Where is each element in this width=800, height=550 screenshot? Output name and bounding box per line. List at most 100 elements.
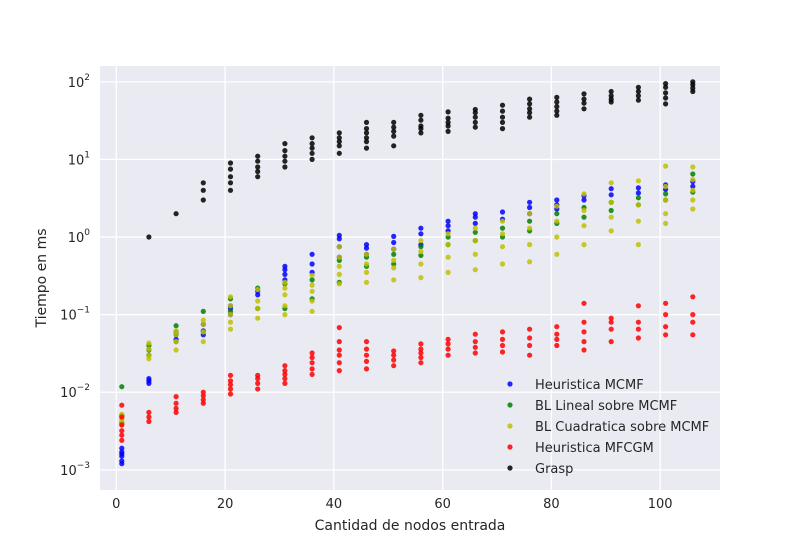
data-point <box>663 332 669 338</box>
data-point <box>445 341 451 347</box>
x-tick-label: 100 <box>648 497 673 512</box>
data-point <box>527 259 533 265</box>
data-point <box>336 244 342 250</box>
data-point <box>418 117 424 123</box>
data-point <box>663 81 669 87</box>
data-point <box>227 303 234 309</box>
data-point <box>581 329 587 335</box>
data-point <box>418 231 424 237</box>
data-point <box>363 346 370 352</box>
data-point <box>363 261 370 267</box>
data-point <box>581 223 587 229</box>
data-point <box>608 186 614 192</box>
data-point <box>227 174 234 180</box>
data-point <box>554 251 560 257</box>
data-point <box>554 218 560 224</box>
data-point <box>282 158 288 164</box>
data-point <box>445 352 451 358</box>
data-point <box>336 263 342 269</box>
data-point <box>200 389 206 395</box>
data-point <box>336 325 342 331</box>
data-point <box>282 164 288 170</box>
data-point <box>227 378 234 384</box>
data-point <box>255 386 261 392</box>
data-point <box>391 119 397 125</box>
x-tick-label: 80 <box>543 497 560 512</box>
data-point <box>527 225 533 231</box>
data-point <box>146 234 152 240</box>
data-point <box>554 99 560 105</box>
data-point <box>635 202 642 208</box>
data-point <box>690 79 696 85</box>
data-point <box>227 294 234 300</box>
data-point <box>499 329 506 335</box>
data-point <box>527 218 533 224</box>
data-point <box>309 366 315 372</box>
data-point <box>527 106 533 112</box>
data-point <box>581 100 587 106</box>
data-point <box>663 324 669 330</box>
data-point <box>363 145 370 151</box>
data-point <box>418 238 424 244</box>
data-point <box>363 130 370 136</box>
y-tick-label: 102 <box>68 73 90 91</box>
data-point <box>200 187 206 193</box>
data-point <box>418 346 424 352</box>
data-point <box>499 114 506 120</box>
data-point <box>282 371 288 377</box>
data-point <box>309 371 315 377</box>
data-point <box>200 393 206 399</box>
data-point <box>554 104 560 110</box>
data-point <box>227 319 234 325</box>
data-point <box>309 360 315 366</box>
data-point <box>282 153 288 159</box>
data-point <box>336 368 342 374</box>
data-point <box>255 158 261 164</box>
data-point <box>499 218 506 224</box>
data-point <box>608 214 614 220</box>
data-point <box>336 254 342 260</box>
x-tick-label: 40 <box>326 497 343 512</box>
data-point <box>309 350 315 356</box>
data-point <box>146 418 152 425</box>
data-point <box>336 143 342 149</box>
data-point <box>227 391 234 397</box>
data-point <box>635 84 642 90</box>
data-point <box>282 380 288 386</box>
data-point <box>227 166 234 172</box>
data-point <box>391 348 397 354</box>
data-point <box>418 261 424 267</box>
data-point <box>391 357 397 363</box>
data-point <box>635 326 642 332</box>
data-point <box>255 292 261 298</box>
data-point <box>608 88 614 95</box>
data-point <box>309 141 315 147</box>
data-point <box>227 382 234 388</box>
data-point <box>445 115 451 121</box>
data-point <box>527 199 533 205</box>
data-point <box>608 228 614 234</box>
data-point <box>635 185 642 191</box>
data-point <box>200 180 206 186</box>
data-point <box>119 384 125 390</box>
data-point <box>282 303 288 309</box>
y-tick-label: 100 <box>68 228 91 246</box>
legend-label: Heuristica MCMF <box>535 378 644 393</box>
data-point <box>608 180 614 186</box>
data-point <box>391 251 397 257</box>
data-point <box>663 220 669 226</box>
data-point <box>309 282 315 288</box>
data-point <box>690 171 696 177</box>
data-point <box>119 437 125 443</box>
data-point <box>445 231 451 237</box>
data-point <box>173 409 179 415</box>
data-point <box>391 239 397 246</box>
data-point <box>255 174 261 180</box>
data-point <box>363 251 370 257</box>
data-point <box>554 112 560 118</box>
data-point <box>309 288 315 294</box>
data-point <box>119 414 125 420</box>
data-point <box>635 242 642 248</box>
data-point <box>690 164 696 170</box>
